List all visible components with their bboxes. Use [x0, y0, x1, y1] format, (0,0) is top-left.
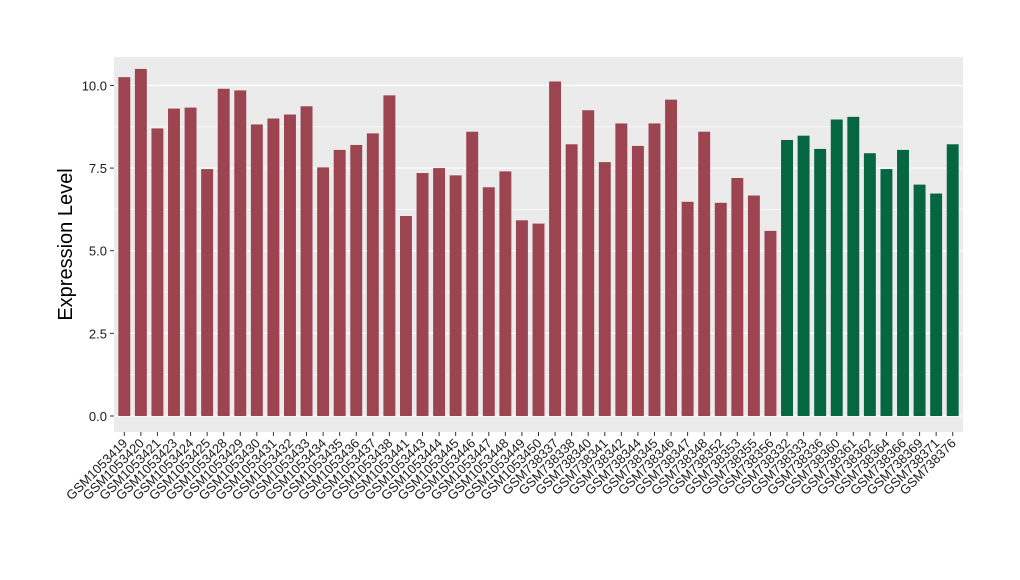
bar-GSM1053430 [250, 124, 263, 416]
bar-GSM1053441 [399, 216, 412, 416]
bar-GSM1053432 [284, 114, 296, 417]
bar-GSM738338 [565, 144, 578, 417]
bar-GSM738371 [930, 193, 943, 416]
bar-GSM738353 [731, 178, 744, 416]
bar-GSM1053433 [300, 106, 313, 417]
bar-GSM1053438 [383, 95, 396, 416]
bar-GSM738345 [648, 123, 661, 416]
bar-GSM1053450 [532, 223, 545, 416]
bar-GSM1053434 [317, 167, 330, 416]
bar-GSM738376 [946, 144, 959, 417]
bar-GSM1053425 [201, 169, 214, 416]
bars [118, 68, 959, 417]
bar-GSM1053449 [515, 220, 528, 416]
bar-GSM1053447 [482, 187, 495, 416]
bar-GSM1053420 [134, 68, 147, 417]
bar-GSM738336 [814, 148, 827, 416]
bar-GSM738346 [665, 99, 678, 417]
bar-GSM1053428 [217, 88, 230, 416]
bar-GSM738332 [781, 139, 793, 416]
bar-GSM1053445 [449, 175, 462, 416]
y-tick-label: 0.0 [89, 409, 107, 424]
bar-GSM738361 [847, 116, 860, 416]
bar-GSM738364 [880, 169, 893, 416]
bar-GSM1053421 [151, 128, 164, 416]
bar-GSM738340 [582, 110, 595, 416]
bar-GSM738369 [913, 184, 926, 416]
bar-GSM1053429 [234, 90, 247, 417]
bar-GSM1053448 [499, 171, 512, 416]
y-axis-title: Expression Level [55, 168, 77, 320]
bar-GSM1053436 [350, 144, 363, 416]
y-tick-label: 10.0 [82, 78, 107, 93]
y-axis: 0.0 2.5 5.0 7.5 10.0 [82, 78, 114, 424]
y-tick-label: 5.0 [89, 244, 107, 259]
bar-GSM738341 [598, 162, 611, 416]
bar-GSM738333 [797, 135, 810, 416]
bar-GSM1053419 [118, 77, 131, 417]
bar-GSM738355 [747, 195, 760, 416]
bar-GSM738342 [615, 123, 628, 416]
bar-GSM738352 [714, 202, 727, 416]
bar-GSM1053443 [416, 173, 429, 416]
bar-GSM1053423 [168, 108, 180, 416]
y-tick-label: 2.5 [89, 326, 107, 341]
bar-GSM738366 [897, 149, 909, 416]
bar-GSM738362 [863, 153, 876, 417]
bar-GSM738337 [549, 81, 562, 416]
bar-GSM1053444 [433, 168, 446, 416]
bar-GSM738347 [681, 201, 694, 416]
y-tick-label: 7.5 [89, 161, 107, 176]
bar-GSM1053424 [184, 107, 197, 416]
bar-GSM1053431 [267, 118, 280, 416]
bar-GSM738344 [631, 145, 644, 417]
x-axis: GSM1053419GSM1053420GSM1053421GSM1053423… [63, 432, 959, 503]
bar-GSM738348 [698, 131, 711, 416]
bar-GSM1053446 [466, 131, 479, 416]
bar-GSM738356 [764, 230, 777, 416]
bar-GSM1053435 [333, 149, 346, 416]
bar-GSM738360 [830, 119, 843, 416]
bar-GSM1053437 [366, 133, 379, 416]
